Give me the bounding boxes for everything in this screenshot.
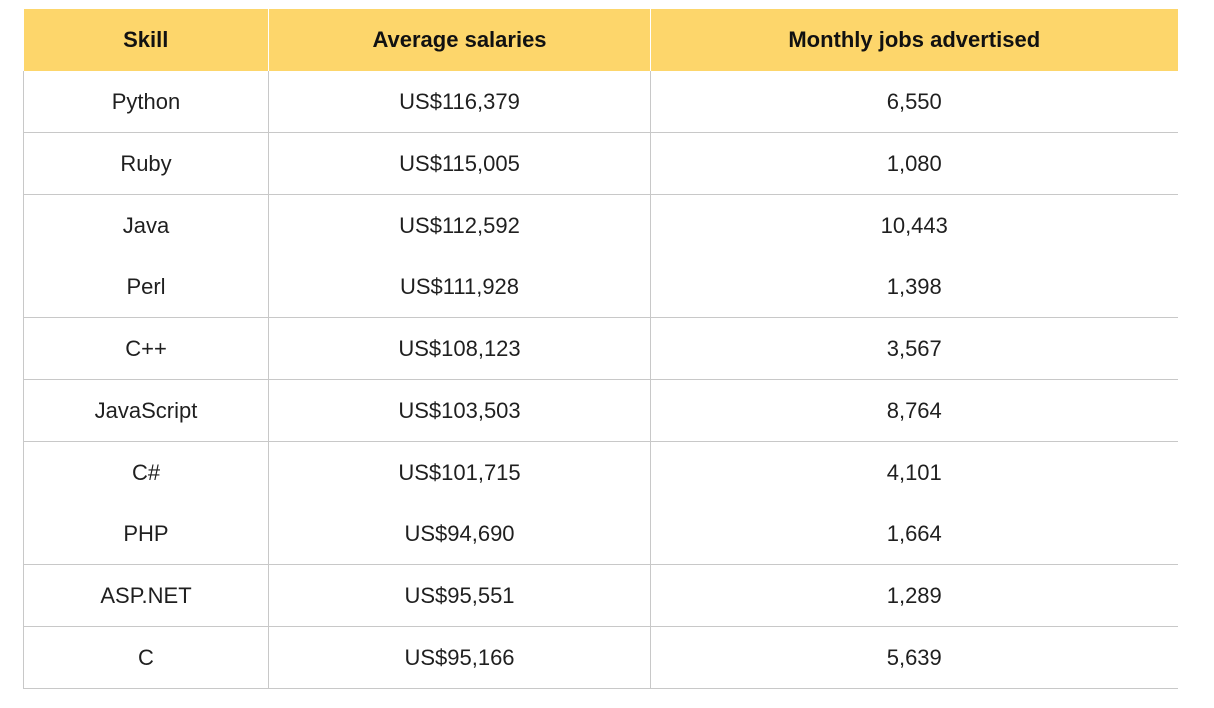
cell-skill: ASP.NET [23,564,269,627]
cell-skill: JavaScript [23,379,269,442]
table-row: C# US$101,715 4,101 [23,441,1178,503]
cell-skill: Python [23,71,269,133]
table-row: PHP US$94,690 1,664 [23,503,1178,565]
cell-skill: Java [23,194,269,256]
table-row: C++ US$108,123 3,567 [23,317,1178,380]
cell-jobs: 1,398 [650,256,1178,318]
cell-salary: US$95,166 [268,626,651,689]
cell-jobs: 10,443 [880,212,948,238]
cell-jobs: 1,289 [650,564,1178,627]
cell-salary: US$101,715 [268,441,651,503]
cell-skill: C [23,626,269,689]
table-row: ASP.NET US$95,551 1,289 [23,564,1178,627]
cell-salary: US$95,551 [268,564,651,627]
table-row: C US$95,166 5,639 [23,626,1178,689]
salary-table-container: Skill Average salaries Monthly jobs adve… [23,9,1178,689]
cell-salary: US$116,379 [268,71,651,133]
header-average-salaries: Average salaries [268,9,651,71]
cell-jobs: 1,080 [650,132,1178,195]
cell-skill: PHP [23,503,269,565]
cell-skill: C# [23,441,269,503]
header-monthly-jobs: Monthly jobs advertised [650,9,1178,71]
cell-salary: US$103,503 [268,379,651,442]
cell-skill: Ruby [23,132,269,195]
cell-jobs: 8,764 [650,379,1178,442]
cell-skill: C++ [23,317,269,380]
cell-skill: Perl [23,256,269,318]
header-row: Skill Average salaries Monthly jobs adve… [23,9,1178,71]
table-row: Perl US$111,928 1,398 [23,256,1178,318]
cell-salary: US$112,592 [268,194,651,256]
cell-salary: US$111,928 [268,256,651,318]
header-skill: Skill [23,9,269,71]
salary-table: Skill Average salaries Monthly jobs adve… [23,9,1178,689]
cell-jobs: 5,639 [650,626,1178,689]
cell-salary: US$94,690 [268,503,651,565]
table-row: Java US$112,592 10,443 [23,194,1178,256]
table-row: Python US$116,379 6,550 [23,71,1178,133]
table-body: Python US$116,379 6,550 Ruby US$115,005 … [23,71,1178,689]
cell-jobs: 3,567 [650,317,1178,380]
table-row: Ruby US$115,005 1,080 [23,132,1178,195]
cell-jobs: 6,550 [650,71,1178,133]
table-row: JavaScript US$103,503 8,764 [23,379,1178,442]
table-header: Skill Average salaries Monthly jobs adve… [23,9,1178,71]
cell-jobs: 1,664 [650,503,1178,565]
cell-salary: US$108,123 [268,317,651,380]
cell-salary: US$115,005 [268,132,651,195]
cell-jobs: 4,101 [886,459,942,485]
